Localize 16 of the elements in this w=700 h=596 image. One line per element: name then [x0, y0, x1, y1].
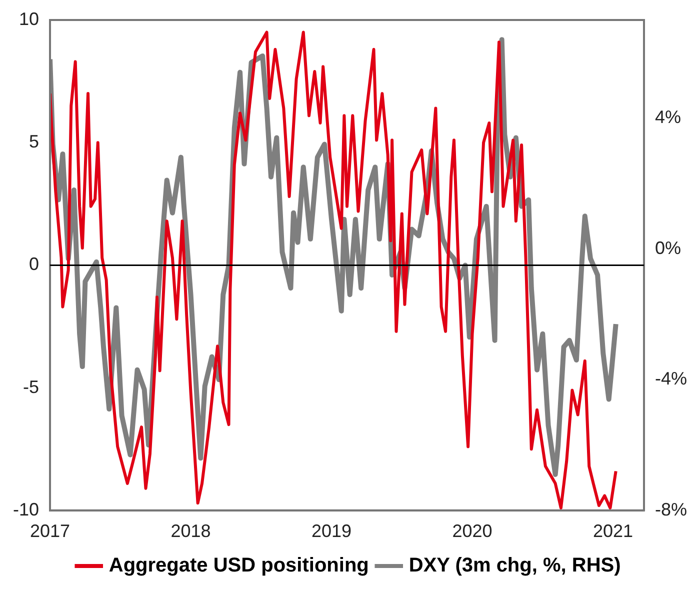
y-tick-label: -10 [13, 499, 40, 520]
legend-label: Aggregate USD positioning [108, 554, 369, 577]
y2-tick-label: -8% [654, 499, 688, 520]
y2-tick-label: 4% [654, 107, 682, 128]
x-tick-label: 2020 [452, 521, 492, 542]
y-tick-label: 5 [29, 132, 40, 152]
y-tick-label: -5 [23, 376, 40, 397]
x-tick-label: 2021 [593, 521, 634, 542]
y-tick-label: 0 [29, 254, 40, 274]
x-tick-label: 2018 [170, 521, 211, 542]
y-tick-label: 10 [18, 8, 40, 29]
x-tick-label: 2019 [311, 521, 352, 542]
y2-tick-label: -4% [654, 368, 688, 389]
legend-label: DXY (3m chg, %, RHS) [408, 554, 621, 577]
x-tick-label: 2017 [30, 521, 70, 542]
y2-tick-label: 0% [654, 238, 682, 258]
